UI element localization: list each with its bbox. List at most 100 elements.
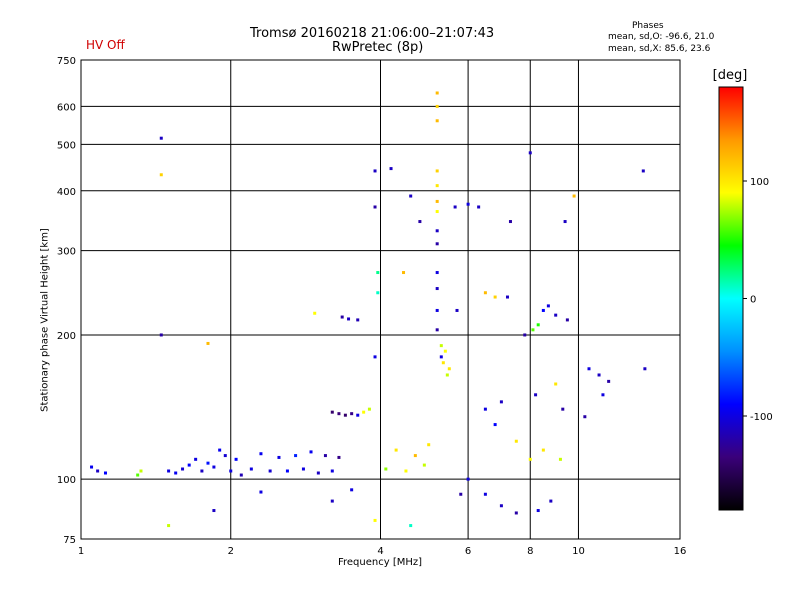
data-point: [583, 415, 587, 419]
data-point: [316, 471, 320, 475]
data-point: [561, 407, 565, 411]
data-point: [200, 469, 204, 473]
data-point: [409, 194, 413, 198]
data-point: [362, 410, 366, 414]
data-point: [234, 457, 238, 461]
data-point: [187, 463, 191, 467]
data-point: [641, 169, 645, 173]
data-point: [531, 328, 535, 332]
data-point: [565, 318, 569, 322]
data-point: [601, 393, 605, 397]
data-point: [313, 311, 317, 315]
data-point: [422, 463, 426, 467]
data-point: [514, 439, 518, 443]
data-point: [597, 373, 601, 377]
data-point: [528, 457, 532, 461]
data-point: [505, 295, 509, 299]
data-point: [330, 499, 334, 503]
data-point: [159, 333, 163, 337]
data-point: [259, 490, 263, 494]
data-point: [445, 373, 449, 377]
data-point: [103, 471, 107, 475]
data-point: [376, 271, 380, 275]
data-point: [384, 467, 388, 471]
data-point: [337, 412, 341, 416]
data-point: [174, 471, 178, 475]
data-point: [356, 413, 360, 417]
data-point: [427, 443, 431, 447]
data-point: [394, 448, 398, 452]
data-point: [404, 469, 408, 473]
data-point: [212, 465, 216, 469]
data-point: [343, 413, 347, 417]
data-point: [435, 210, 439, 214]
y-tick-label: 100: [57, 475, 76, 486]
data-point: [536, 323, 540, 327]
data-point: [259, 452, 263, 456]
data-point: [534, 393, 538, 397]
phase-stats-heading: Phases: [632, 21, 664, 31]
data-point: [536, 509, 540, 513]
data-point: [373, 205, 377, 209]
data-point: [483, 492, 487, 496]
data-point: [435, 91, 439, 95]
data-point: [435, 104, 439, 108]
data-point: [607, 379, 611, 383]
data-point: [229, 469, 233, 473]
data-point: [389, 167, 393, 171]
data-point: [402, 271, 406, 275]
y-tick-label: 300: [57, 247, 76, 258]
data-point: [249, 467, 253, 471]
data-point: [459, 492, 463, 496]
data-point: [367, 407, 371, 411]
data-point: [277, 455, 281, 459]
phase-stats-o: mean, sd,O: -96.6, 21.0: [608, 32, 715, 42]
data-point: [218, 448, 222, 452]
data-point: [483, 407, 487, 411]
data-point: [643, 367, 647, 371]
data-point: [435, 242, 439, 246]
data-point: [139, 469, 143, 473]
data-point: [499, 400, 503, 404]
data-point: [435, 169, 439, 173]
data-point: [439, 355, 443, 359]
data-point: [167, 524, 171, 528]
data-point: [347, 317, 351, 321]
x-axis-label: Frequency [MHz]: [337, 557, 423, 568]
data-point: [453, 205, 457, 209]
data-point: [418, 220, 422, 224]
data-point: [373, 169, 377, 173]
data-point: [356, 318, 360, 322]
data-point: [301, 467, 305, 471]
data-point: [435, 119, 439, 123]
data-point: [514, 511, 518, 515]
data-point: [181, 467, 185, 471]
data-point: [435, 229, 439, 233]
y-tick-label: 200: [57, 331, 76, 342]
data-point: [466, 202, 470, 206]
colorbar: [718, 86, 744, 511]
data-point: [477, 205, 481, 209]
colorbar-unit: [deg]: [712, 68, 748, 83]
data-point: [206, 461, 210, 465]
data-point: [554, 382, 558, 386]
data-point: [546, 304, 550, 308]
data-point: [330, 410, 334, 414]
data-point: [223, 454, 227, 458]
data-point: [376, 291, 380, 295]
chart-subtitle: RwPretec (8p): [332, 40, 424, 55]
data-point: [309, 450, 313, 454]
chart-title: Tromsø 20160218 21:06:00–21:07:43: [250, 26, 495, 41]
data-point: [541, 448, 545, 452]
data-point: [350, 412, 354, 416]
data-point: [572, 194, 576, 198]
y-tick-label: 750: [57, 56, 76, 67]
x-tick-label: 1: [78, 546, 84, 557]
data-point: [330, 469, 334, 473]
hv-status-label: HV Off: [86, 38, 125, 52]
data-point: [96, 469, 100, 473]
data-point: [483, 291, 487, 295]
data-point: [508, 220, 512, 224]
data-point: [285, 469, 289, 473]
data-point: [435, 328, 439, 332]
